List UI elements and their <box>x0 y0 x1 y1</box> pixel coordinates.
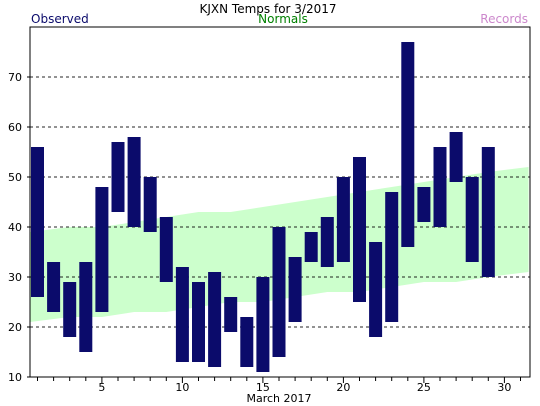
y-tick-label-10: 10 <box>8 371 22 384</box>
observed-bar-day-16 <box>272 227 286 357</box>
y-tick-label-30: 30 <box>8 271 22 284</box>
y-tick-label-60: 60 <box>8 121 22 134</box>
plot-frame <box>29 26 531 378</box>
observed-bar-day-8 <box>143 177 157 232</box>
observed-bar-day-27 <box>449 132 463 182</box>
observed-bar-day-15 <box>256 277 270 372</box>
x-tick-label-20: 20 <box>336 381 350 394</box>
observed-bar-day-14 <box>240 317 254 367</box>
plot-area: 10 20 30 40 50 60 70 5 10 15 20 25 30 <box>8 26 531 394</box>
x-tick-label-10: 10 <box>175 381 189 394</box>
observed-bar-day-28 <box>465 177 479 262</box>
observed-bar-day-1 <box>31 147 44 297</box>
y-tick-label-50: 50 <box>8 171 22 184</box>
observed-bar-day-11 <box>192 282 205 362</box>
x-tick-label-5: 5 <box>98 381 105 394</box>
chart-title: KJXN Temps for 3/2017 <box>200 2 337 16</box>
observed-bar-day-13 <box>224 297 238 332</box>
observed-bar-day-17 <box>288 257 302 322</box>
y-tick-label-20: 20 <box>8 321 22 334</box>
observed-bar-day-6 <box>111 142 125 212</box>
observed-bar-day-25 <box>417 187 431 222</box>
y-tick-label-40: 40 <box>8 221 22 234</box>
observed-bar-day-19 <box>320 217 334 267</box>
observed-bar-day-3 <box>63 282 77 337</box>
x-tick-label-15: 15 <box>256 381 270 394</box>
observed-bar-day-22 <box>369 242 383 337</box>
observed-bar-day-10 <box>175 267 189 362</box>
legend-normals: Normals <box>258 12 308 26</box>
observed-bar-day-29 <box>481 147 495 277</box>
x-tick-label-30: 30 <box>497 381 511 394</box>
observed-bar-day-20 <box>336 177 350 262</box>
observed-bar-day-2 <box>47 262 61 312</box>
observed-bar-day-24 <box>401 42 415 247</box>
x-tick-label-25: 25 <box>417 381 431 394</box>
legend-records: Records <box>480 12 528 26</box>
observed-bar-day-12 <box>208 272 222 367</box>
legend-observed: Observed <box>31 12 89 26</box>
observed-bar-day-7 <box>127 137 141 227</box>
observed-bar-day-23 <box>385 192 399 322</box>
observed-bar-day-18 <box>304 232 318 262</box>
observed-bar-day-9 <box>159 217 173 282</box>
observed-bar-day-21 <box>353 157 366 302</box>
observed-bar-day-26 <box>433 147 447 227</box>
observed-bar-day-5 <box>95 187 109 312</box>
observed-bar-day-4 <box>79 262 93 352</box>
y-tick-label-70: 70 <box>8 71 22 84</box>
x-axis-label: March 2017 <box>246 392 311 405</box>
